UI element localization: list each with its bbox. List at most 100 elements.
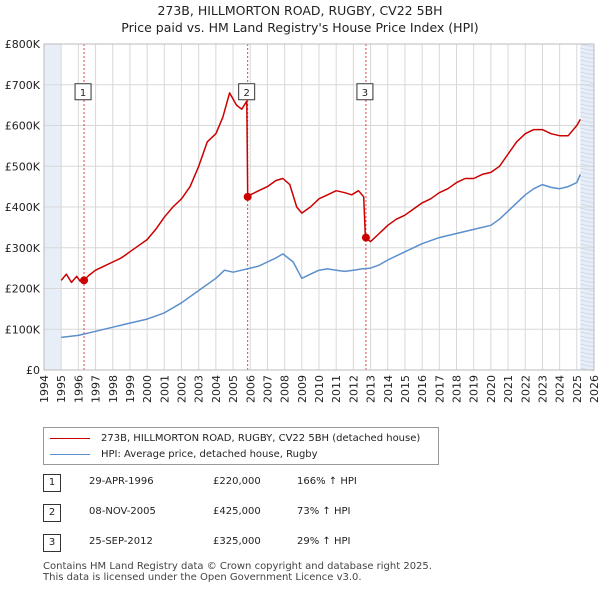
x-tick-label: 2000 xyxy=(141,375,154,403)
legend-swatch-hpi xyxy=(50,453,90,455)
hatch-line xyxy=(580,359,595,364)
x-tick-label: 1996 xyxy=(72,375,85,403)
x-tick-label: 2010 xyxy=(313,375,326,403)
x-tick-label: 2024 xyxy=(554,375,567,403)
hatch-line xyxy=(580,351,595,356)
footer-line-1: Contains HM Land Registry data © Crown c… xyxy=(43,561,432,572)
hatch-line xyxy=(580,51,595,56)
hatch-line xyxy=(580,251,595,256)
y-tick-label: £500K xyxy=(5,160,41,173)
y-tick-label: £700K xyxy=(5,79,41,92)
hatch-line xyxy=(580,307,595,312)
price-chart: £0 £100K £200K £300K £400K £500K £600K £700K £80… xyxy=(5,38,600,403)
hatch-line xyxy=(580,47,595,52)
hatch-line xyxy=(580,311,595,316)
y-tick-label: £800K xyxy=(5,38,41,51)
hatch-line xyxy=(580,155,595,160)
legend: 273B, HILLMORTON ROAD, RUGBY, CV22 5BH (… xyxy=(43,427,439,465)
hatch-line xyxy=(580,235,595,240)
hatch-line xyxy=(580,63,595,68)
hatch-line xyxy=(580,135,595,140)
hatch-line xyxy=(580,115,595,120)
hatch-line xyxy=(580,239,595,244)
sale-label: 1 xyxy=(80,88,86,99)
x-tick-label: 2013 xyxy=(365,375,378,403)
legend-label-hpi: HPI: Average price, detached house, Rugb… xyxy=(101,448,318,460)
sale-label: 2 xyxy=(243,88,249,99)
y-tick-label: £0 xyxy=(26,364,40,377)
hatch-line xyxy=(580,355,595,360)
x-tick-label: 1998 xyxy=(107,375,120,403)
hatch-line xyxy=(580,91,595,96)
hatch-line xyxy=(580,79,595,84)
hatch-line xyxy=(580,287,595,292)
sale-date: 25-SEP-2012 xyxy=(89,536,153,547)
hatch-line xyxy=(580,363,595,368)
sale-hpi-change: 166% ↑ HPI xyxy=(297,476,357,487)
x-tick-label: 2001 xyxy=(158,375,171,403)
x-tick-label: 2011 xyxy=(330,375,343,403)
hatch-line xyxy=(580,123,595,128)
hatch-line xyxy=(580,295,595,300)
hatch-line xyxy=(580,131,595,136)
hatch-line xyxy=(580,99,595,104)
hatch-line xyxy=(580,255,595,260)
x-tick-label: 2005 xyxy=(227,375,240,403)
hatch-line xyxy=(580,211,595,216)
sale-label-box xyxy=(356,83,374,101)
x-tick-label: 2026 xyxy=(588,375,600,403)
hatch-line xyxy=(580,291,595,296)
sale-hpi-change: 29% ↑ HPI xyxy=(297,536,351,547)
title-line-1: 273B, HILLMORTON ROAD, RUGBY, CV22 5BH xyxy=(157,3,443,18)
hatch-line xyxy=(580,127,595,132)
hatch-line xyxy=(580,195,595,200)
hatch-line xyxy=(580,67,595,72)
hatch-line xyxy=(580,323,595,328)
sale-point xyxy=(243,192,252,201)
hatch-line xyxy=(580,283,595,288)
x-tick-label: 1995 xyxy=(55,375,68,403)
sale-row: 1 29-APR-1996 £220,000 166% ↑ HPI xyxy=(43,474,443,492)
hatch-line xyxy=(580,95,595,100)
sale-label: 3 xyxy=(362,88,368,99)
sale-hpi-change: 73% ↑ HPI xyxy=(297,506,351,517)
hatch-line xyxy=(580,159,595,164)
sale-point xyxy=(80,276,89,285)
hatch-line xyxy=(580,171,595,176)
y-tick-label: £200K xyxy=(5,283,41,296)
hatch-line xyxy=(580,243,595,248)
hatch-line xyxy=(580,87,595,92)
hatch-line xyxy=(580,55,595,60)
x-tick-label: 1999 xyxy=(124,375,137,403)
hatch-line xyxy=(580,183,595,188)
x-tick-label: 2004 xyxy=(210,375,223,403)
chart-title: 273B, HILLMORTON ROAD, RUGBY, CV22 5BH P… xyxy=(0,2,600,36)
hatch-line xyxy=(580,223,595,228)
sale-point xyxy=(361,233,370,242)
hatch-line xyxy=(580,331,595,336)
hatch-line xyxy=(580,203,595,208)
y-tick-label: £600K xyxy=(5,120,41,133)
hatch-line xyxy=(580,163,595,168)
hatch-line xyxy=(580,139,595,144)
x-tick-label: 2018 xyxy=(451,375,464,403)
x-tick-label: 2008 xyxy=(279,375,292,403)
hatch-line xyxy=(580,315,595,320)
x-tick-label: 2017 xyxy=(433,375,446,403)
hatch-line xyxy=(580,279,595,284)
hatch-line xyxy=(580,75,595,80)
x-tick-label: 2021 xyxy=(502,375,515,403)
x-tick-label: 2020 xyxy=(485,375,498,403)
hatch-line xyxy=(580,275,595,280)
sale-row: 2 08-NOV-2005 £425,000 73% ↑ HPI xyxy=(43,504,443,522)
hatch-line xyxy=(580,107,595,112)
hatch-line xyxy=(580,263,595,268)
legend-item-property: 273B, HILLMORTON ROAD, RUGBY, CV22 5BH (… xyxy=(50,431,420,445)
x-tick-label: 2025 xyxy=(571,375,584,403)
sale-label-box xyxy=(238,83,256,101)
x-tick-label: 2014 xyxy=(382,375,395,403)
sale-label-box xyxy=(74,83,92,101)
x-tick-label: 2019 xyxy=(468,375,481,403)
x-tick-label: 2003 xyxy=(193,375,206,403)
legend-item-hpi: HPI: Average price, detached house, Rugb… xyxy=(50,447,318,461)
